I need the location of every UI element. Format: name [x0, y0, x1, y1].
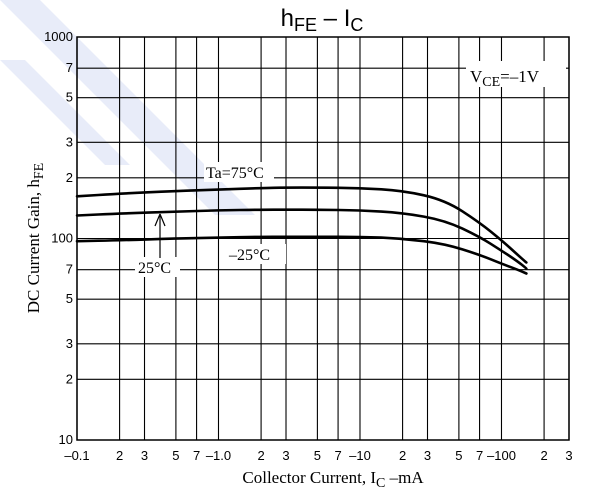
y-tick-label: 7: [66, 262, 73, 277]
chart-title: hFE – IC: [281, 5, 364, 35]
x-axis-label: Collector Current, IC –mA: [242, 468, 424, 491]
x-tick-label: –0.1: [64, 448, 89, 463]
x-tick-label: –10: [349, 448, 371, 463]
x-tick-labels: –0.1 2 3 5 7 –1.0 2 3 5 7 –10 2 3 5 7 –100 2 3: [64, 448, 572, 463]
title-main: h: [281, 5, 294, 32]
x-tick-label: –1.0: [206, 448, 231, 463]
y-tick-labels: 10 2 3 5 7 100 2 3 5 7 1000: [44, 29, 73, 447]
y-tick-label: 5: [66, 291, 73, 306]
title-second-sub: C: [350, 15, 363, 35]
y-tick-label: 3: [66, 336, 73, 351]
x-axis-label-post: –mA: [389, 468, 425, 487]
x-tick-label: 2: [540, 448, 547, 463]
x-axis-label-pre: Collector Current, I: [242, 468, 376, 487]
x-tick-label: 3: [565, 448, 572, 463]
x-tick-label: 2: [399, 448, 406, 463]
condition-mask: [466, 61, 566, 87]
y-axis-label-pre: DC Current Gain, h: [24, 179, 43, 314]
x-tick-label: 5: [455, 448, 462, 463]
x-tick-label: 5: [172, 448, 179, 463]
y-tick-label: 1000: [44, 29, 73, 44]
x-tick-label: 7: [334, 448, 341, 463]
condition-pre: V: [470, 67, 483, 86]
x-tick-label: 3: [141, 448, 148, 463]
y-tick-label: 2: [66, 371, 73, 386]
x-tick-label: 3: [424, 448, 431, 463]
y-tick-label: 5: [66, 90, 73, 105]
plot-frame: [76, 36, 570, 441]
series-line-1: [75, 208, 528, 270]
series-line-0: [75, 186, 528, 264]
label-mask-m25: [228, 244, 286, 264]
x-axis-label-sub: C: [376, 476, 385, 491]
x-tick-label: 7: [476, 448, 483, 463]
series-curves: [75, 186, 528, 275]
series-label-75: Ta=75°C: [206, 165, 264, 182]
y-tick-label: 3: [66, 134, 73, 149]
y-axis-label: DC Current Gain, hFE: [24, 163, 47, 313]
condition-post: =–1V: [500, 67, 540, 86]
label-mask-75: [204, 162, 274, 182]
watermark-band: [0, 0, 255, 215]
x-tick-label: –100: [487, 448, 516, 463]
label-mask-25: [135, 257, 180, 277]
annotation-arrow-head: [154, 213, 166, 227]
title-second: I: [344, 5, 351, 32]
title-sep: –: [324, 5, 338, 32]
x-tick-label: 2: [257, 448, 264, 463]
series-label-25: 25°C: [138, 260, 171, 277]
y-tick-label: 10: [59, 432, 73, 447]
y-axis-label-sub: FE: [32, 163, 47, 179]
condition-sub: CE: [482, 75, 500, 90]
series-label-m25: –25°C: [228, 247, 270, 264]
x-tick-label: 2: [116, 448, 123, 463]
watermark-band: [0, 60, 130, 165]
x-tick-label: 5: [314, 448, 321, 463]
y-tick-label: 100: [51, 231, 73, 246]
y-tick-label: 7: [66, 60, 73, 75]
x-tick-label: 3: [282, 448, 289, 463]
y-tick-label: 2: [66, 170, 73, 185]
series-line-2: [75, 235, 528, 275]
title-main-sub: FE: [294, 15, 317, 35]
x-tick-label: 7: [193, 448, 200, 463]
condition-label: VCE=–1V: [470, 67, 540, 90]
